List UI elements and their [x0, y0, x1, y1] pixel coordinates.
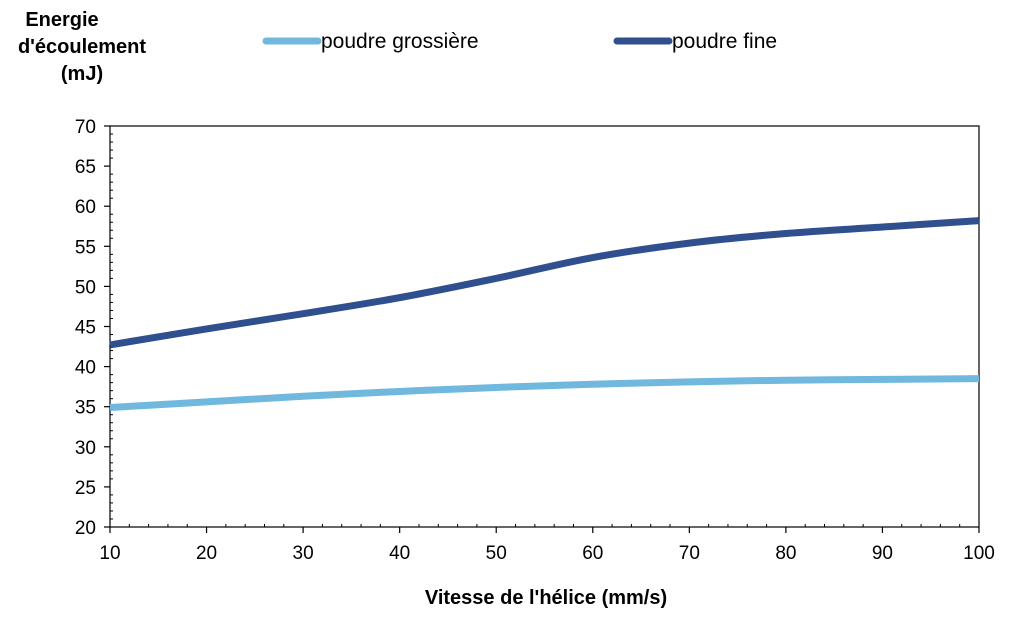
x-tick-label: 10	[99, 543, 120, 564]
x-tick-label: 30	[293, 543, 314, 564]
series-line	[109, 217, 980, 349]
y-axis-title-line: (mJ)	[61, 63, 103, 85]
x-tick-label: 20	[196, 543, 217, 564]
y-tick-label: 55	[75, 237, 96, 258]
x-tick-label: 100	[963, 543, 995, 564]
series-line	[109, 375, 980, 411]
y-tick-label: 70	[75, 117, 96, 138]
x-tick-label: 70	[679, 543, 700, 564]
legend-label: poudre fine	[672, 30, 777, 53]
y-axis-title: Energie d'écoulement (mJ)	[18, 9, 146, 85]
y-tick-label: 40	[75, 358, 96, 379]
y-tick-label: 65	[75, 157, 96, 178]
y-tick-label: 35	[75, 398, 96, 419]
x-axis-title: Vitesse de l'hélice (mm/s)	[425, 587, 667, 609]
y-tick-label: 60	[75, 197, 96, 218]
legend: poudre grossière poudre fine	[262, 30, 777, 53]
x-tick-label: 50	[486, 543, 507, 564]
y-axis-title-line: d'écoulement	[18, 36, 146, 58]
y-tick-label: 20	[75, 518, 96, 539]
y-tick-label: 30	[75, 438, 96, 459]
y-axis-title-line: Energie	[25, 9, 98, 31]
y-tick-label: 25	[75, 478, 96, 499]
x-axis: 10 20 30 40 50 60 70 80 90 100	[99, 524, 995, 564]
legend-label: poudre grossière	[321, 30, 479, 53]
legend-item: poudre fine	[613, 30, 777, 53]
x-tick-label: 40	[389, 543, 410, 564]
x-tick-label: 90	[872, 543, 893, 564]
y-axis: 20 25 30 35 40 45 50 55 60 65 70	[75, 117, 113, 539]
y-tick-label: 45	[75, 318, 96, 339]
x-tick-label: 80	[775, 543, 796, 564]
series-layer	[109, 217, 980, 411]
y-tick-label: 50	[75, 277, 96, 298]
legend-item: poudre grossière	[262, 30, 479, 53]
x-tick-label: 60	[582, 543, 603, 564]
